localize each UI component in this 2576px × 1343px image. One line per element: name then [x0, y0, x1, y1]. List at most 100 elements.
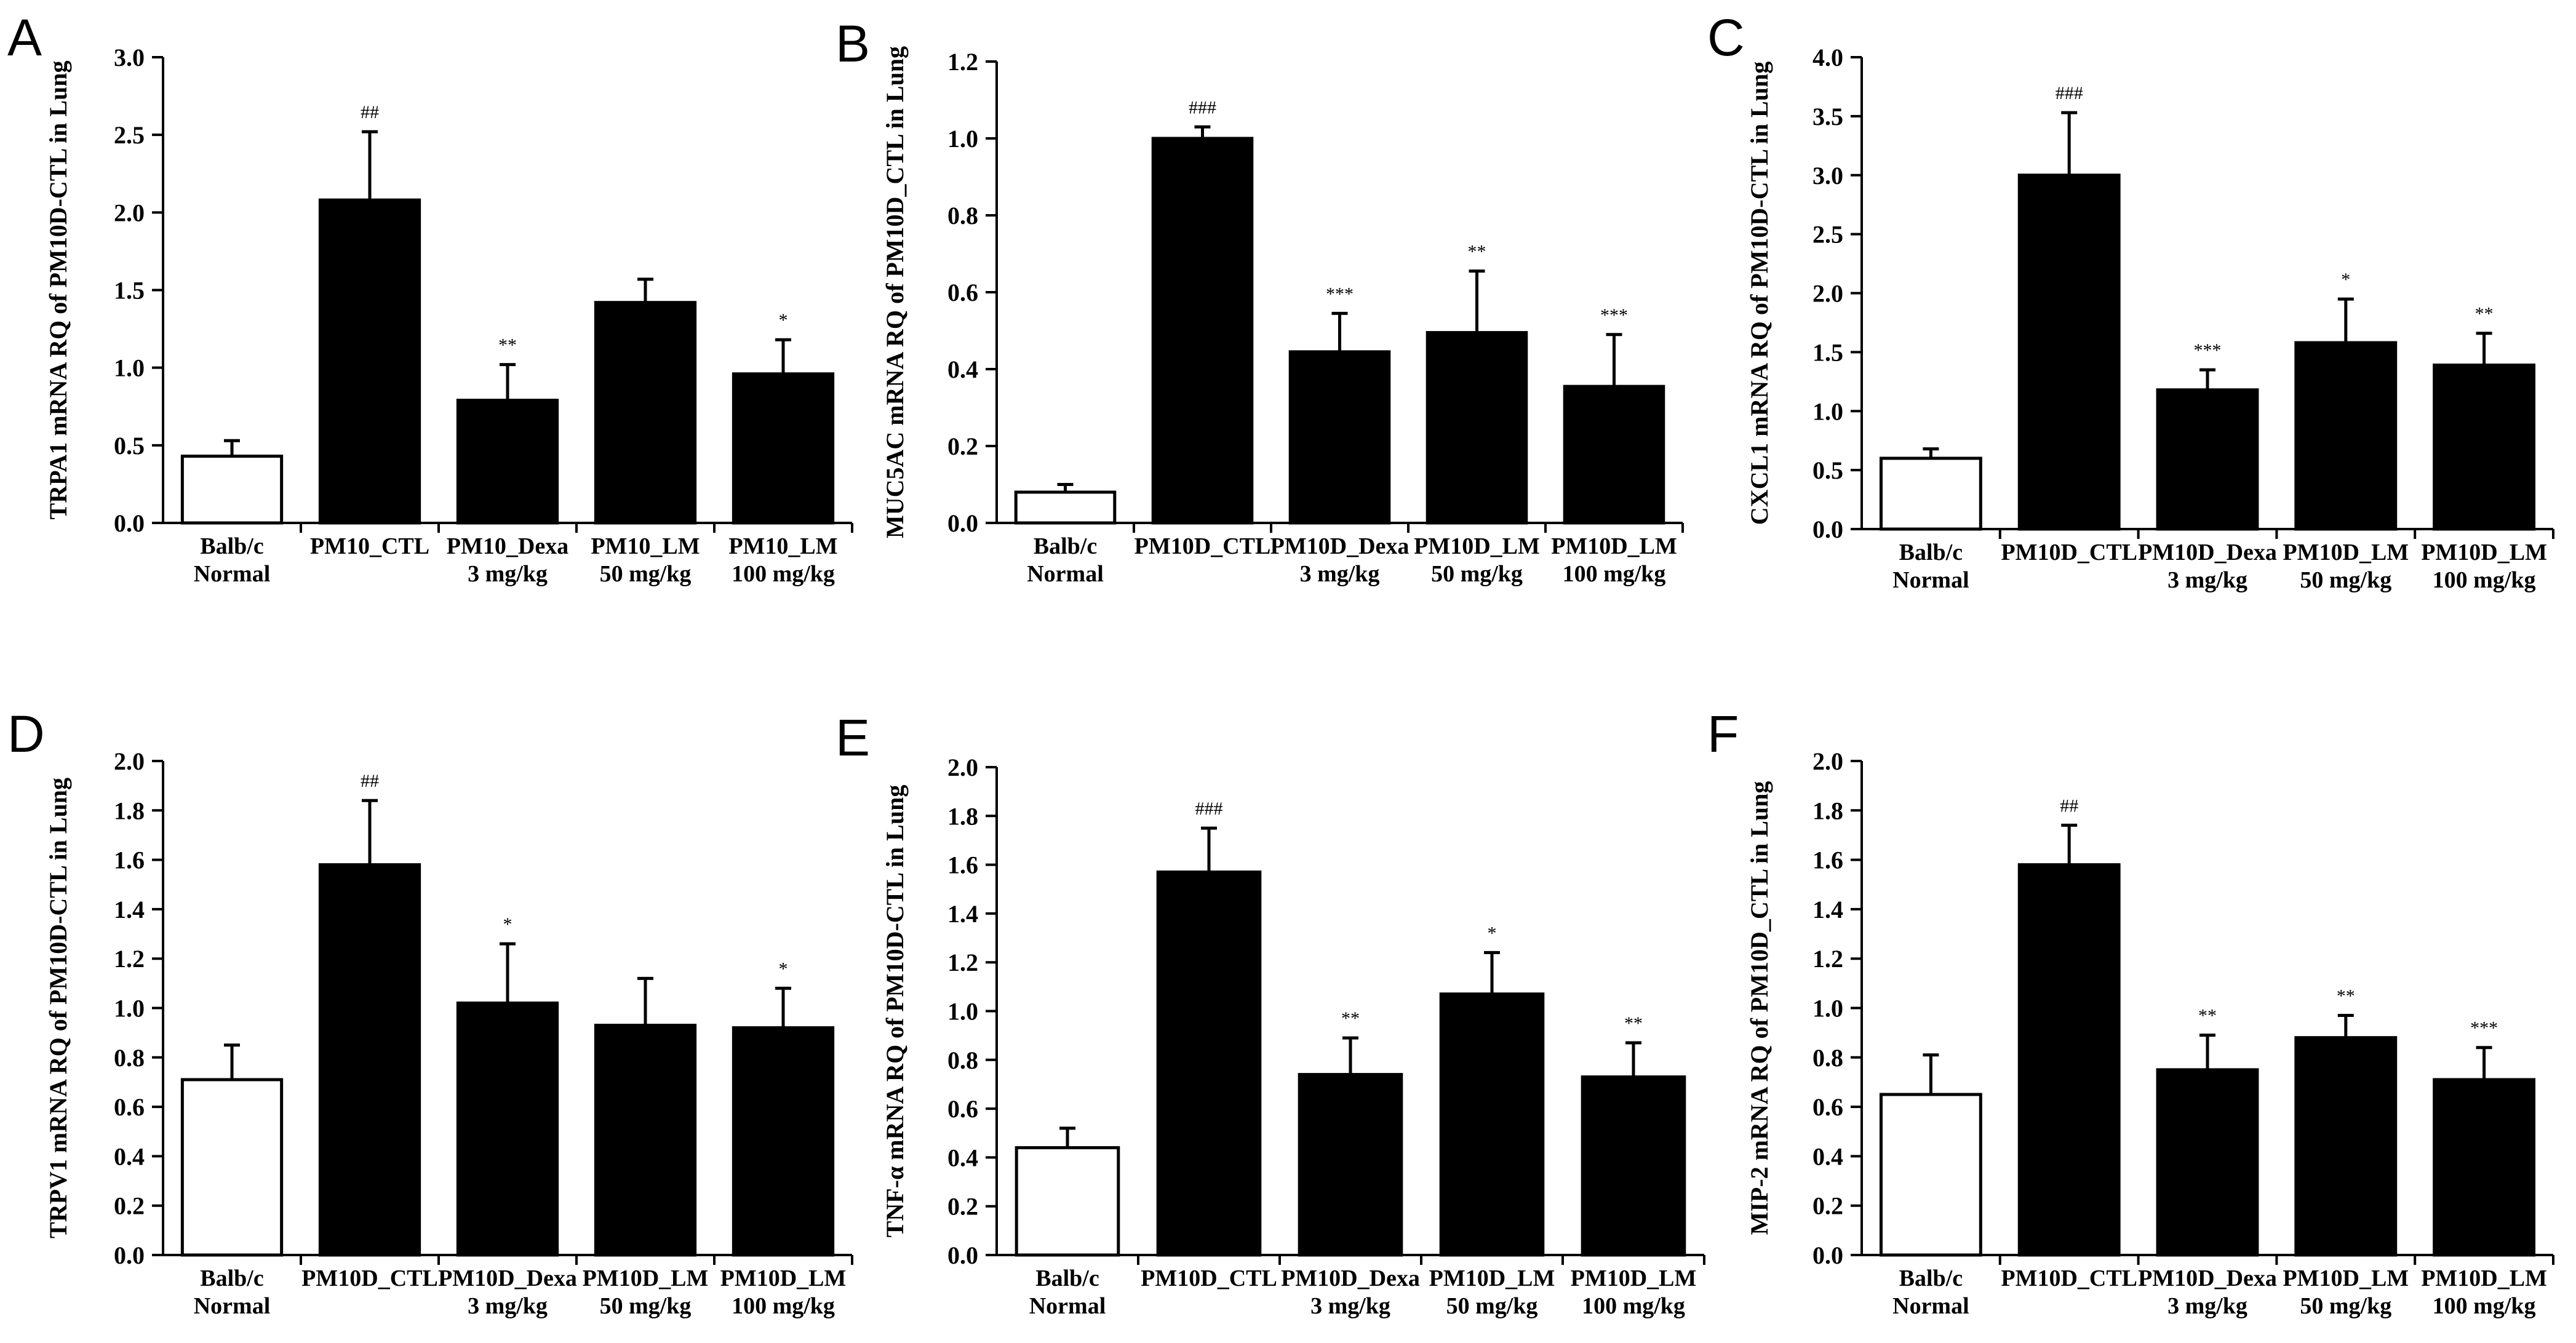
significance-label: ##	[361, 102, 379, 122]
bar	[1288, 350, 1391, 525]
y-tick-label: 0.2	[947, 1193, 978, 1221]
x-category-label: PM10D_Dexa	[438, 1265, 577, 1291]
x-category-label: PM10D_LM	[1551, 533, 1677, 559]
bar	[2433, 1078, 2536, 1257]
panel-letter: D	[7, 705, 45, 763]
x-category-label: PM10D_LM	[583, 1265, 709, 1291]
x-category-label: Balb/c	[1899, 1265, 1963, 1291]
chart-panel-a: A 0.0 0.5 1.0 1.5 2.0 2.5 3.0 TRPA1 mRNA RQ of P…	[7, 9, 853, 587]
x-category-label: PM10D_LM	[720, 1265, 847, 1291]
significance-label: ##	[361, 771, 379, 791]
y-tick-label: 0.4	[1812, 1142, 1843, 1170]
y-tick-label: 1.0	[114, 354, 145, 382]
significance-label: **	[1341, 1008, 1360, 1029]
x-category-label: PM10D_Dexa	[2138, 540, 2277, 565]
y-tick-label: 1.0	[947, 998, 978, 1026]
y-tick-label: 1.0	[947, 125, 978, 153]
x-category-label: 3 mg/kg	[468, 1293, 548, 1319]
significance-label: **	[2337, 986, 2355, 1006]
x-category-label: PM10_Dexa	[447, 533, 568, 559]
x-category-label: 3 mg/kg	[2167, 567, 2247, 593]
x-category-label: 100 mg/kg	[732, 1293, 835, 1319]
bar	[732, 1026, 835, 1257]
x-category-label: Normal	[194, 1293, 271, 1319]
significance-label: *	[2341, 269, 2350, 290]
x-category-label: Normal	[1892, 567, 1969, 593]
bar	[456, 1001, 559, 1257]
significance-label: ***	[2194, 340, 2222, 361]
significance-label: **	[2198, 1006, 2217, 1026]
y-tick-label: 0.4	[947, 1144, 978, 1171]
y-tick-label: 0.8	[114, 1044, 145, 1072]
bar	[2294, 341, 2398, 531]
bar	[2017, 863, 2121, 1257]
bar	[1156, 870, 1262, 1257]
y-tick-label: 0.2	[1812, 1192, 1843, 1220]
bar	[1426, 331, 1528, 525]
y-tick-label: 0.6	[947, 279, 978, 306]
bar	[2294, 1036, 2398, 1257]
bar	[318, 198, 421, 525]
y-tick-label: 0.8	[947, 1046, 978, 1074]
significance-label: ##	[2060, 795, 2078, 816]
y-tick-label: 2.0	[1812, 280, 1843, 308]
bar	[1151, 137, 1254, 525]
y-tick-label: 2.5	[114, 121, 145, 149]
x-category-label: Balb/c	[1899, 540, 1963, 565]
x-category-label: 100 mg/kg	[1563, 561, 1666, 587]
bar	[1439, 992, 1545, 1257]
x-category-label: Normal	[1027, 561, 1104, 587]
bar	[2017, 173, 2121, 531]
chart-panel-d: D 0.0 0.2 0.4 0.6 0.8 1.0 1.2 1.4 1.6 1.8 2.0 TRPV1 …	[7, 705, 853, 1319]
y-tick-label: 1.8	[114, 797, 145, 824]
y-tick-label: 2.0	[1812, 747, 1843, 775]
bar	[2156, 388, 2259, 531]
x-category-label: Balb/c	[200, 1265, 263, 1291]
x-category-label: 50 mg/kg	[600, 1293, 692, 1319]
bar	[594, 301, 697, 525]
y-tick-label: 0.0	[947, 509, 978, 537]
chart-panel-c: C 0.0 0.5 1.0 1.5 2.0 2.5 3.0 3.5 4.0 CXCL1 mRNA R…	[1707, 9, 2554, 593]
x-category-label: Normal	[194, 561, 271, 587]
significance-label: ***	[2470, 1018, 2498, 1038]
y-tick-label: 2.0	[114, 747, 145, 775]
y-tick-label: 1.2	[1812, 945, 1843, 973]
panel-letter: E	[835, 709, 870, 767]
y-tick-label: 1.0	[114, 995, 145, 1022]
y-tick-label: 1.2	[114, 945, 145, 973]
y-axis-title: CXCL1 mRNA RQ of PM10D-CTL in Lung	[1745, 62, 1773, 525]
x-category-label: 3 mg/kg	[2167, 1293, 2247, 1319]
y-tick-label: 0.0	[114, 1241, 145, 1269]
y-tick-label: 1.5	[114, 277, 145, 305]
x-category-label: 100 mg/kg	[2433, 567, 2536, 593]
x-category-label: PM10D_LM	[2421, 1265, 2547, 1291]
x-category-label: 100 mg/kg	[732, 561, 835, 587]
x-category-label: PM10D_Dexa	[1270, 533, 1410, 559]
y-axis-title: MUC5AC mRNA RQ of PM10D_CTL in Lung	[881, 46, 909, 538]
y-tick-label: 1.0	[1812, 995, 1843, 1022]
bar	[1015, 1146, 1120, 1257]
x-category-label: PM10D_CTL	[1134, 533, 1271, 559]
y-tick-label: 0.6	[1812, 1093, 1843, 1121]
x-category-label: 50 mg/kg	[2300, 1293, 2391, 1319]
x-category-label: Normal	[1892, 1293, 1969, 1319]
x-category-label: PM10_CTL	[310, 533, 429, 559]
y-axis-title: TNF-α mRNA RQ of PM10D-CTL in Lung	[881, 785, 909, 1238]
x-category-label: 100 mg/kg	[2433, 1293, 2536, 1319]
y-tick-label: 1.6	[114, 847, 145, 874]
bar	[318, 863, 421, 1257]
y-tick-label: 0.5	[1812, 456, 1843, 484]
x-category-label: PM10D_LM	[1414, 533, 1540, 559]
x-category-label: 3 mg/kg	[1310, 1293, 1390, 1319]
y-tick-label: 1.5	[1812, 338, 1843, 366]
y-tick-label: 1.8	[947, 802, 978, 830]
bar	[1563, 385, 1665, 525]
y-axis-title: TRPA1 mRNA RQ of PM10D-CTL in Lung	[44, 61, 72, 520]
y-tick-label: 0.0	[1812, 1241, 1843, 1269]
bar	[1879, 456, 1982, 531]
y-tick-label: 0.2	[947, 432, 978, 460]
y-tick-label: 0.8	[947, 202, 978, 229]
bar	[2156, 1068, 2259, 1257]
bar	[1581, 1075, 1686, 1257]
